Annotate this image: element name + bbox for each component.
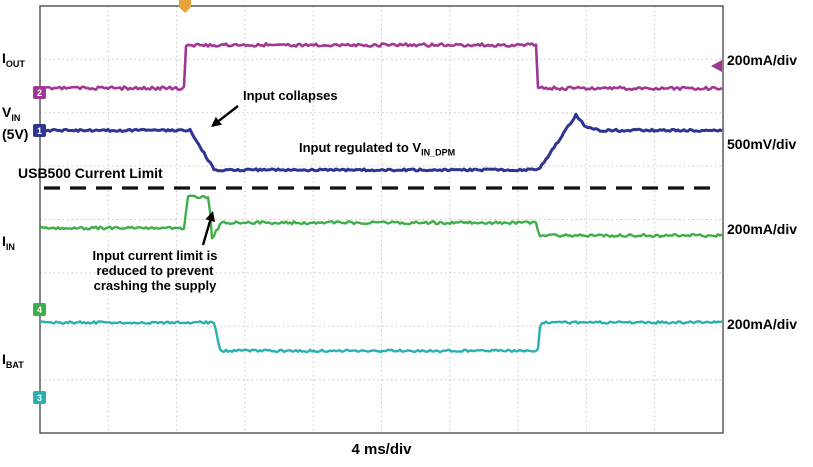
channel-label-iin: IIN xyxy=(2,233,40,255)
scale-label-iout: 200mA/div xyxy=(727,52,798,68)
annotation-ilim-line1: Input current limit is xyxy=(92,248,218,263)
channel-label-vin-sub: IN xyxy=(11,112,21,123)
time-scale-label: 4 ms/div xyxy=(351,441,412,458)
channel-label-ibat: IBAT xyxy=(2,351,40,373)
annotation-input-regulated: Input regulated to VIN_DPM xyxy=(299,140,455,161)
channel-label-iin-main: I xyxy=(2,233,6,249)
channel-label-iout: IOUT xyxy=(2,50,40,72)
channel-label-vin-extra: (5V) xyxy=(2,125,29,142)
scale-label-vin: 500mV/div xyxy=(727,136,797,152)
channel-marker-ibat: 3 xyxy=(33,391,46,404)
channel-marker-iout: 2 xyxy=(33,86,46,99)
annotation-ilim-line2: reduced to prevent xyxy=(96,263,214,278)
annotation-usb500-current-limit: USB500 Current Limit xyxy=(18,165,163,181)
scale-label-ibat: 200mA/div xyxy=(727,316,798,332)
annotation-input-regulated-text: Input regulated to V xyxy=(299,140,422,155)
channel-label-ibat-sub: BAT xyxy=(5,359,24,370)
channel-marker-iin: 4 xyxy=(33,303,46,316)
channel-label-vin-main: V xyxy=(2,104,12,120)
trigger-level-arrow-icon xyxy=(711,60,722,72)
channel-label-iout-sub: OUT xyxy=(5,58,25,69)
annotation-input-current-limit-reduced: Input current limit is reduced to preven… xyxy=(60,248,250,293)
scale-label-iin: 200mA/div xyxy=(727,221,798,237)
annotation-input-regulated-sub: IN_DPM xyxy=(421,147,456,158)
channel-label-vin: VIN (5V) xyxy=(2,104,40,142)
channel-label-iout-main: I xyxy=(2,50,6,66)
channel-marker-vin: 1 xyxy=(33,124,46,137)
channel-label-iin-sub: IN xyxy=(5,241,15,252)
trigger-position-marker-icon xyxy=(179,0,191,13)
annotation-input-collapses: Input collapses xyxy=(243,88,338,103)
channel-label-ibat-main: I xyxy=(2,351,6,367)
annotation-ilim-line3: crashing the supply xyxy=(93,278,217,293)
